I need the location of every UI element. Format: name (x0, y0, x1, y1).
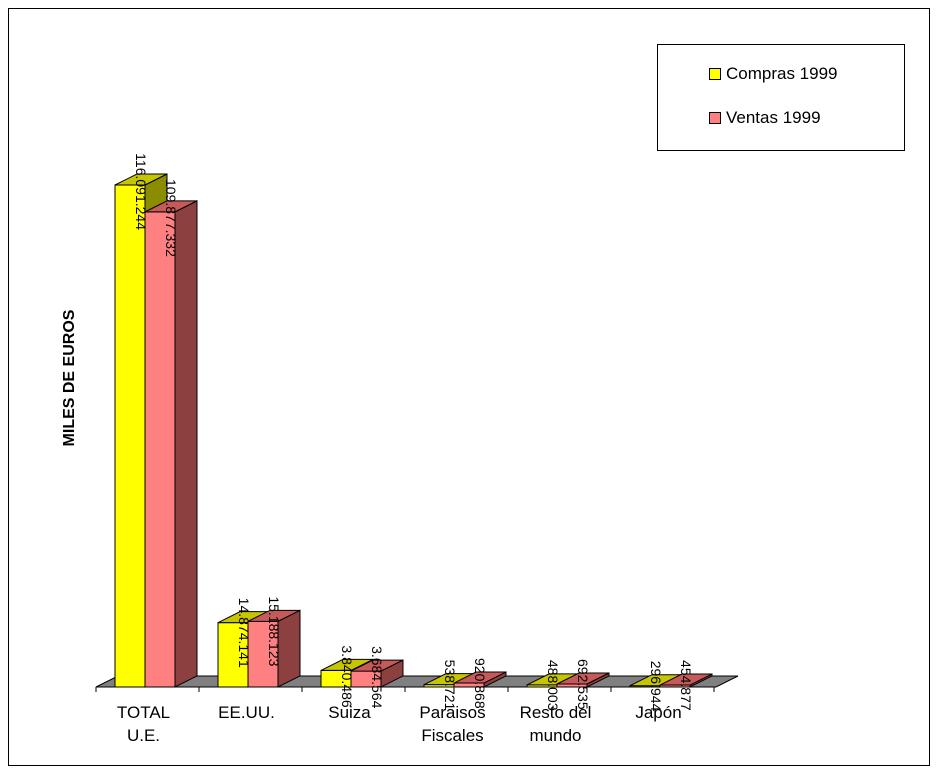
data-label-ventas: 15.188.123 (266, 596, 282, 666)
legend-item-ventas: Ventas 1999 (709, 108, 821, 128)
bar-ventas-top (144, 200, 198, 213)
bar-ventas (144, 211, 176, 688)
data-label-ventas: 454.877 (678, 660, 694, 711)
x-tick-label: EE.UU. (218, 703, 275, 722)
data-label-compras: 538.721 (442, 660, 458, 711)
bar-ventas-side (174, 200, 198, 688)
bar-compras (217, 622, 249, 688)
bar-ventas-top (247, 609, 301, 622)
legend-swatch-compras (709, 68, 721, 80)
legend-label-compras: Compras 1999 (726, 64, 838, 83)
data-label-compras: 488.003 (545, 660, 561, 711)
data-label-ventas: 109.877.332 (163, 179, 179, 257)
legend-swatch-ventas (709, 112, 721, 124)
legend-label-ventas: Ventas 1999 (726, 108, 821, 127)
legend-item-compras: Compras 1999 (709, 64, 838, 84)
bar-compras (114, 184, 146, 688)
x-tick-label: Suiza (328, 703, 371, 722)
chart-legend: Compras 1999 Ventas 1999 (657, 44, 905, 151)
data-label-ventas: 3.684.564 (369, 646, 385, 708)
bar-ventas (247, 620, 279, 688)
data-label-ventas: 920.868 (472, 658, 488, 709)
x-tick-label: Resto del mundo (519, 703, 592, 745)
bar-ventas-top (556, 672, 610, 685)
data-label-compras: 296.944 (648, 661, 664, 712)
bar-ventas-top (453, 671, 507, 684)
bar-ventas-top (659, 673, 713, 686)
data-label-compras: 3.840.486 (339, 645, 355, 707)
x-tick-label: TOTAL U.E. (116, 703, 171, 745)
data-label-compras: 116.091.244 (133, 153, 149, 230)
x-tick-label: Paraisos Fiscales (419, 703, 486, 745)
bar-compras-top (320, 658, 374, 671)
bar-ventas-top (350, 659, 404, 672)
x-tick-label: Japón (635, 703, 682, 722)
data-label-compras: 14.874.141 (236, 598, 252, 668)
y-axis-label: MILES DE EUROS (61, 309, 78, 447)
data-label-ventas: 692.535 (575, 659, 591, 710)
bar-compras-top (114, 173, 168, 186)
